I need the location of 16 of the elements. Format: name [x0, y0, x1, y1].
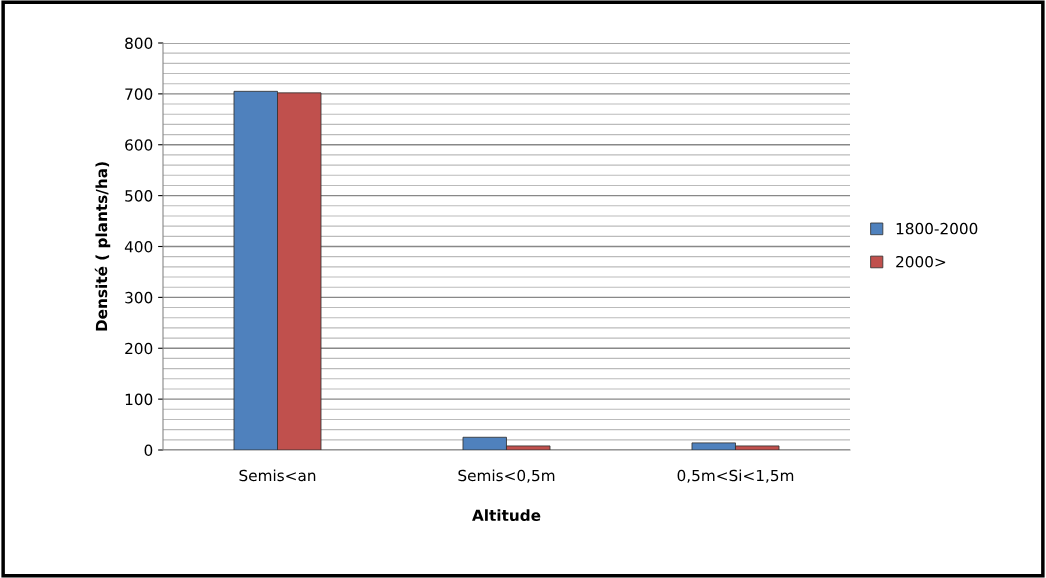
- y-tick-label: 800: [125, 37, 153, 50]
- x-axis-title: Altitude: [472, 509, 541, 522]
- legend-label: 2000>: [896, 255, 946, 268]
- y-tick-label: 200: [125, 342, 153, 355]
- y-tick-label: 400: [124, 240, 153, 253]
- x-tick-label: 0,5m<Si<1,5m: [677, 469, 794, 483]
- legend-label: 1800-2000: [896, 222, 978, 235]
- y-tick-label: 300: [125, 291, 153, 304]
- y-tick-label: 700: [125, 88, 153, 100]
- x-tick-label: Semis<an: [239, 469, 316, 482]
- y-tick-label: 100: [125, 393, 153, 406]
- y-tick-label: 600: [125, 139, 153, 151]
- x-tick-label: Semis<0,5m: [458, 469, 555, 483]
- y-axis-title: Densité ( plants/ha): [94, 162, 111, 331]
- y-tick-label: 0: [144, 444, 153, 457]
- y-tick-label: 500: [125, 190, 153, 202]
